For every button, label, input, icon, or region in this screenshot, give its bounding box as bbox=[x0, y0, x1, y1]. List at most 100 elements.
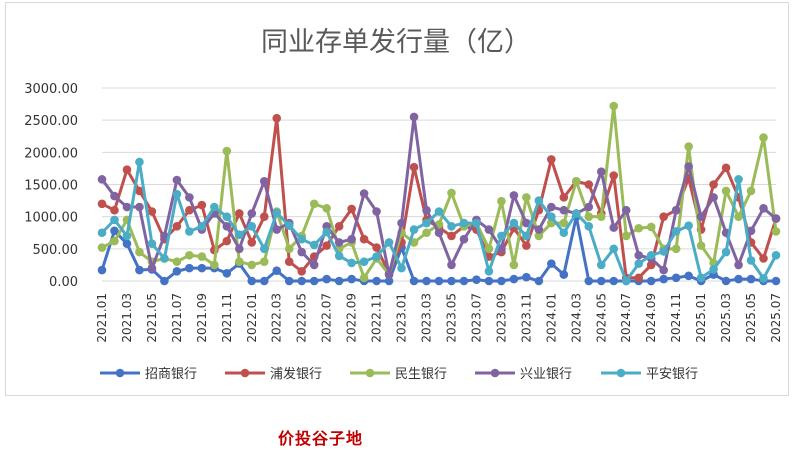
data-point bbox=[147, 239, 157, 248]
data-point bbox=[110, 205, 119, 215]
x-tick-label: 2023.03 bbox=[420, 293, 434, 343]
data-point bbox=[284, 257, 294, 266]
legend-swatch-marker bbox=[490, 368, 500, 378]
data-point bbox=[671, 273, 681, 283]
x-tick-label: 2021.05 bbox=[145, 293, 159, 343]
legend-label: 兴业银行 bbox=[520, 367, 572, 382]
data-point bbox=[721, 247, 731, 257]
data-point bbox=[359, 234, 369, 244]
data-point bbox=[571, 176, 581, 186]
data-point bbox=[197, 263, 207, 273]
data-point bbox=[97, 243, 107, 252]
data-point bbox=[559, 193, 569, 202]
data-point bbox=[185, 250, 194, 260]
data-point bbox=[210, 260, 219, 270]
data-point bbox=[334, 276, 344, 286]
data-point bbox=[447, 260, 456, 270]
x-tick-label: 2022.05 bbox=[295, 293, 309, 343]
data-point bbox=[259, 276, 269, 286]
data-point bbox=[347, 274, 356, 284]
data-point bbox=[359, 257, 369, 266]
y-tick-label: 3000.00 bbox=[24, 82, 78, 97]
data-point bbox=[509, 260, 519, 270]
data-point bbox=[509, 274, 519, 284]
x-tick-label: 2023.05 bbox=[444, 293, 458, 343]
data-point bbox=[646, 276, 656, 286]
data-point bbox=[721, 276, 731, 286]
data-point bbox=[509, 191, 519, 200]
legend-item: 民生银行 bbox=[350, 367, 447, 382]
x-tick-label: 2022.11 bbox=[370, 293, 384, 343]
data-point bbox=[97, 265, 107, 275]
data-point bbox=[434, 207, 444, 216]
data-point bbox=[621, 276, 631, 286]
data-point bbox=[297, 234, 307, 244]
x-tick-label: 2024.03 bbox=[569, 293, 583, 343]
data-point bbox=[547, 155, 556, 164]
data-point bbox=[222, 268, 232, 278]
data-point bbox=[110, 191, 119, 201]
data-point bbox=[160, 254, 169, 263]
data-point bbox=[384, 238, 394, 247]
data-point bbox=[135, 202, 144, 212]
data-point bbox=[222, 222, 232, 231]
data-point bbox=[97, 175, 107, 184]
data-point bbox=[97, 228, 107, 238]
data-point bbox=[522, 193, 531, 202]
data-point bbox=[759, 133, 768, 142]
data-point bbox=[522, 218, 531, 228]
data-point bbox=[272, 266, 282, 276]
data-point bbox=[584, 212, 594, 221]
data-point bbox=[684, 221, 693, 230]
data-point bbox=[247, 209, 257, 218]
data-point bbox=[372, 207, 381, 216]
data-point bbox=[696, 212, 706, 221]
data-point bbox=[409, 162, 419, 172]
x-tick-label: 2024.05 bbox=[594, 293, 608, 343]
data-point bbox=[746, 274, 756, 284]
y-axis-ticks: 0.00 500.00 1000.00 1500.00 2000.00 2500.00 30… bbox=[24, 82, 78, 290]
data-point bbox=[309, 240, 319, 250]
x-tick-label: 2025.07 bbox=[769, 293, 783, 343]
y-tick-label: 500.00 bbox=[33, 243, 79, 258]
x-tick-label: 2021.11 bbox=[220, 293, 234, 343]
legend-swatch-marker bbox=[115, 368, 125, 378]
data-point bbox=[671, 244, 681, 254]
data-point bbox=[297, 267, 307, 276]
data-point bbox=[571, 209, 581, 218]
series-3 bbox=[97, 101, 781, 283]
x-tick-label: 2023.01 bbox=[395, 293, 409, 343]
data-point bbox=[584, 180, 594, 189]
legend-swatch-marker bbox=[365, 368, 375, 378]
data-point bbox=[721, 186, 731, 196]
data-point bbox=[734, 175, 743, 184]
data-point bbox=[659, 212, 668, 221]
legend: 招商银行 浦发银行 民生银行 兴业银行 平安银行 bbox=[100, 366, 698, 382]
data-point bbox=[309, 276, 319, 286]
x-tick-label: 2023.07 bbox=[469, 293, 483, 343]
data-point bbox=[322, 274, 331, 284]
line-chart: 同业存单发行量（亿） 0.00 500.00 1000.00 1500.00 2000.… bbox=[24, 27, 783, 382]
data-point bbox=[334, 251, 344, 261]
data-point bbox=[684, 162, 693, 171]
data-point bbox=[160, 276, 169, 286]
data-point bbox=[222, 236, 232, 246]
data-point bbox=[759, 254, 768, 263]
data-point bbox=[559, 270, 569, 279]
data-point bbox=[484, 276, 494, 286]
data-point bbox=[522, 272, 531, 282]
x-tick-label: 2024.07 bbox=[619, 293, 633, 343]
chart-title: 同业存单发行量（亿） bbox=[261, 27, 531, 58]
data-point bbox=[584, 202, 594, 212]
data-point bbox=[259, 212, 269, 221]
legend-item: 招商银行 bbox=[100, 367, 197, 382]
data-point bbox=[559, 218, 569, 228]
x-tick-label: 2025.01 bbox=[694, 293, 708, 343]
data-point bbox=[596, 260, 606, 270]
data-point bbox=[272, 225, 282, 234]
data-point bbox=[197, 200, 207, 210]
data-point bbox=[547, 212, 556, 221]
data-point bbox=[297, 247, 307, 257]
data-point bbox=[135, 265, 144, 275]
data-point bbox=[709, 193, 718, 202]
